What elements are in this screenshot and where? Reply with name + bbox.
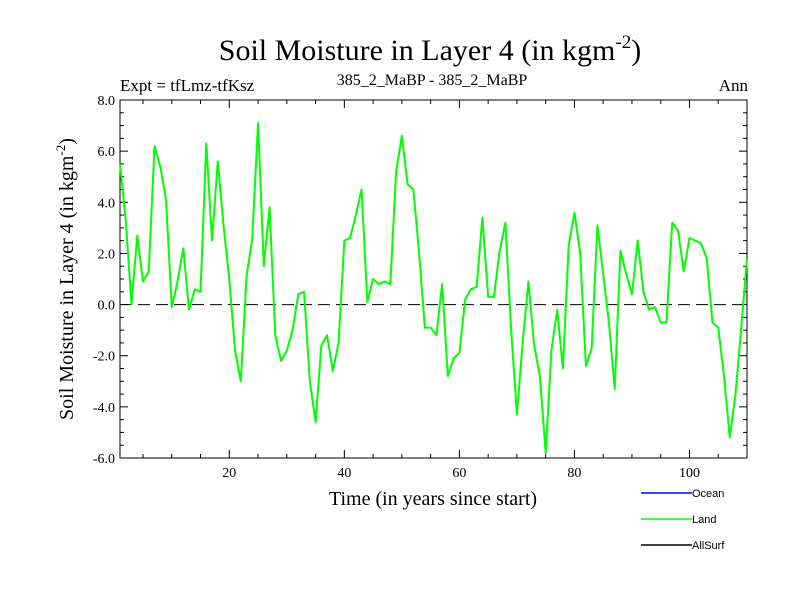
y-axis: -6.0 -4.0 -2.0 0.0 2.0 4.0 6.0 8.0 (93, 94, 747, 467)
x-tick-label: 80 (567, 466, 581, 481)
x-tick-label: 40 (337, 466, 351, 481)
y-tick-label: 6.0 (98, 145, 116, 160)
y-tick-label: -6.0 (93, 452, 115, 467)
legend-ocean-label: Ocean (692, 488, 724, 500)
legend: Ocean Land AllSurf (641, 488, 725, 552)
y-tick-label: -4.0 (93, 401, 115, 416)
legend-allsurf-label: AllSurf (692, 540, 725, 552)
x-tick-label: 20 (222, 466, 236, 481)
y-tick-label: 4.0 (98, 196, 116, 211)
experiment-label: Expt = tfLmz-tfKsz (120, 76, 255, 95)
chart-title: Soil Moisture in Layer 4 (in kgm-2) (219, 32, 641, 67)
series-land-line (119, 122, 748, 454)
y-tick-label: 2.0 (98, 247, 116, 262)
season-label: Ann (719, 76, 749, 95)
y-axis-label: Soil Moisture in Layer 4 (in kgm-2) (53, 138, 78, 420)
y-tick-label: -2.0 (93, 350, 115, 365)
plot-frame (119, 99, 748, 459)
x-axis: 20 40 60 80 100 (142, 100, 748, 481)
y-tick-label: 0.0 (98, 299, 116, 314)
x-axis-label: Time (in years since start) (329, 488, 537, 510)
x-tick-label: 100 (679, 466, 700, 481)
x-tick-label: 60 (452, 466, 466, 481)
legend-land-label: Land (692, 514, 716, 526)
chart-subtitle: 385_2_MaBP - 385_2_MaBP (337, 72, 528, 89)
y-tick-label: 8.0 (98, 94, 116, 109)
